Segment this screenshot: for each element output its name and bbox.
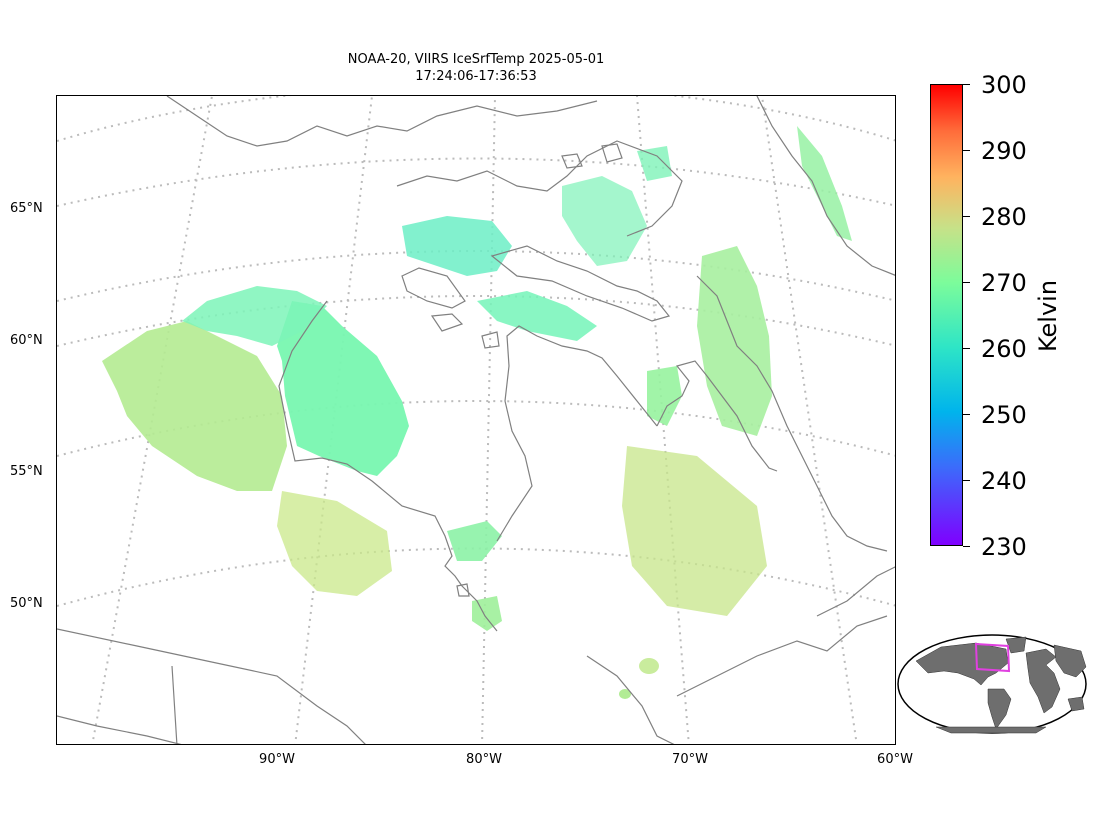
colorbar-label-230: 230	[981, 533, 1027, 561]
newfoundland	[816, 566, 895, 617]
map-canvas	[57, 96, 895, 744]
colorbar-label-250: 250	[981, 401, 1027, 429]
arctic-islands	[166, 96, 598, 147]
world-inset-map	[897, 634, 1087, 734]
greenland-coast	[756, 96, 895, 276]
colorbar-tick	[963, 84, 970, 85]
gulf-st-lawrence	[676, 615, 888, 697]
hudson-strait-field	[477, 291, 597, 341]
hudson-bay-ice	[277, 301, 409, 476]
great-lakes-shore	[586, 655, 675, 744]
western-field	[102, 321, 287, 491]
meridian-80	[481, 96, 496, 744]
colorbar-label-270: 270	[981, 269, 1027, 297]
inset-extent-box	[974, 642, 1011, 673]
colorbar-title: Kelvin	[1034, 279, 1062, 353]
lat-label-60: 60°N	[10, 333, 43, 348]
greenland-shape	[1005, 636, 1027, 654]
state-border-1	[171, 665, 178, 744]
hudson-bay-west-coast	[278, 300, 498, 632]
lon-label-80w: 80°W	[466, 752, 502, 767]
mansel-island	[481, 331, 500, 349]
lat-label-55: 55°N	[10, 464, 43, 479]
james-bay-island	[456, 583, 470, 597]
labrador-coast	[696, 275, 888, 552]
quebec-south-field	[622, 446, 767, 616]
colorbar-tick	[963, 348, 970, 349]
colorbar-label-240: 240	[981, 467, 1027, 495]
greenland-field	[797, 126, 852, 241]
colorbar-label-290: 290	[981, 137, 1027, 165]
colorbar-label-300: 300	[981, 71, 1027, 99]
hudson-bay-east-coast	[496, 325, 658, 542]
colorbar	[930, 84, 963, 546]
antarctica-shape	[935, 726, 1047, 734]
hudson-strait-islands	[561, 143, 623, 169]
asia-shape	[1053, 644, 1087, 678]
ungava-field	[647, 366, 682, 426]
lat-label-65: 65°N	[10, 201, 43, 216]
colorbar-tick	[963, 150, 970, 151]
parallel-65	[57, 96, 895, 142]
northwest-field	[182, 286, 327, 346]
colorbar-tick	[963, 216, 970, 217]
ungava-coast	[656, 360, 778, 472]
lat-label-50: 50°N	[10, 596, 43, 611]
map-title: NOAA-20, VIIRS IceSrfTemp 2025-05-01 17:…	[56, 51, 896, 85]
colorbar-label-260: 260	[981, 335, 1027, 363]
us-canada-border-2	[57, 715, 182, 744]
coats-island	[430, 313, 464, 332]
baffin-north-field	[637, 146, 672, 181]
baffin-island-north	[396, 140, 683, 237]
map-panel	[56, 95, 896, 745]
title-line-1: NOAA-20, VIIRS IceSrfTemp 2025-05-01	[347, 52, 605, 67]
baffin-island-south	[490, 245, 671, 322]
lon-label-90w: 90°W	[259, 752, 295, 767]
title-line-2: 17:24:06-17:36:53	[415, 69, 537, 84]
inset-continents	[915, 636, 1087, 734]
lon-label-70w: 70°W	[672, 752, 708, 767]
lake-field-2	[639, 658, 659, 674]
lon-label-60w: 60°W	[877, 752, 913, 767]
lake-field-1	[619, 689, 631, 699]
baffin-east-field	[562, 176, 647, 266]
europe-africa-shape	[1025, 648, 1061, 714]
us-canada-border	[57, 628, 366, 744]
colorbar-tick	[963, 546, 970, 547]
james-bay-field	[447, 521, 502, 561]
colorbar-tick	[963, 282, 970, 283]
parallel-62	[57, 157, 895, 207]
foxe-basin-field	[402, 216, 512, 276]
coastlines	[57, 96, 895, 744]
colorbar-label-280: 280	[981, 203, 1027, 231]
colorbar-tick	[963, 480, 970, 481]
south-america-shape	[987, 688, 1012, 730]
temperature-field	[102, 126, 852, 699]
southampton-island	[401, 267, 466, 309]
ontario-field	[277, 491, 392, 596]
meridian-60	[761, 96, 858, 744]
colorbar-tick	[963, 414, 970, 415]
australia-shape	[1067, 696, 1085, 712]
